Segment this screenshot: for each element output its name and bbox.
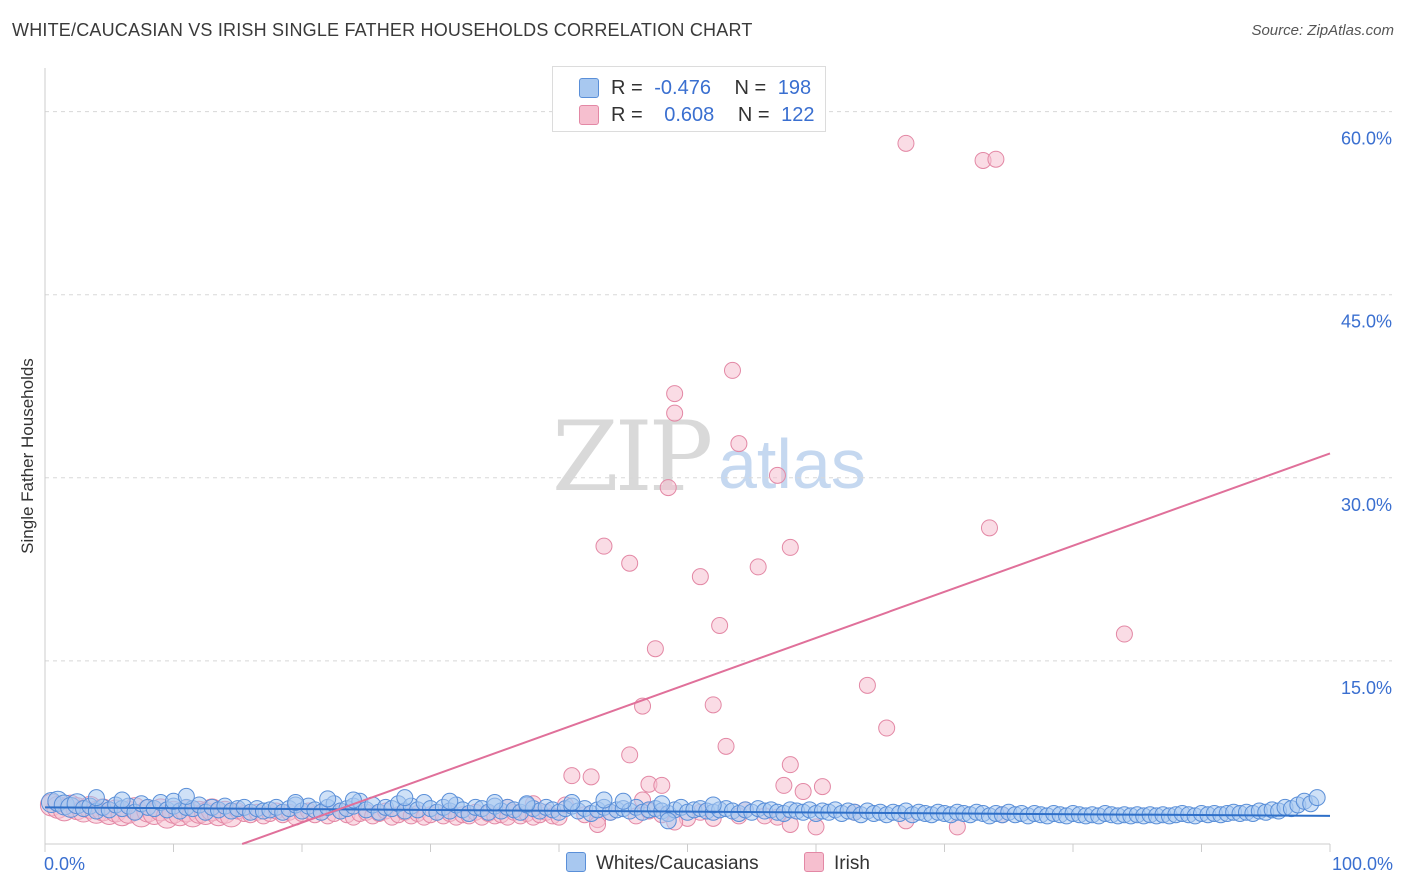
white-point [704, 796, 722, 814]
irish-point [858, 676, 876, 694]
bottom-legend-white: Whites/Caucasians [566, 852, 759, 875]
watermark-zip-text: ZIP [552, 401, 711, 513]
bottom-legend-white-label: Whites/Caucasians [596, 853, 759, 874]
white-swatch [566, 852, 586, 872]
white-point [287, 793, 305, 811]
irish-point [717, 737, 735, 755]
irish-point [749, 558, 767, 576]
trendlines [44, 452, 1331, 845]
n-value-white: 198 [777, 77, 812, 99]
r-label: R = [611, 104, 643, 126]
irish-point [691, 568, 709, 586]
irish-point [794, 783, 812, 801]
irish-point [711, 617, 729, 635]
white-point [441, 792, 459, 810]
irish-trendline [241, 452, 1331, 845]
irish-point [595, 537, 613, 555]
white-point [87, 789, 105, 807]
irish-point [775, 776, 793, 794]
chart-title: WHITE/CAUCASIAN VS IRISH SINGLE FATHER H… [12, 20, 753, 40]
white-point [653, 795, 671, 813]
stats-legend: R = -0.476 N = 198 R = 0.608 N = 122 [552, 66, 826, 132]
irish-point [646, 640, 664, 658]
x-tick-label: 100.0% [1332, 854, 1393, 874]
white-point [518, 795, 536, 813]
white-point [614, 792, 632, 810]
irish-point [878, 719, 896, 737]
n-label: N = [734, 77, 767, 99]
irish-point [987, 150, 1005, 168]
irish-point [781, 538, 799, 556]
irish-swatch [804, 852, 824, 872]
y-tick-label: 15.0% [1341, 678, 1392, 698]
irish-point [980, 519, 998, 537]
irish-point [582, 768, 600, 786]
irish-point [563, 767, 581, 785]
white-point [344, 791, 362, 809]
irish-point [781, 756, 799, 774]
tick-labels: 15.0% 30.0% 45.0% 60.0% 0.0% 100.0% [44, 129, 1393, 874]
n-label: N = [737, 104, 770, 126]
white-point [177, 787, 195, 805]
irish-point [897, 134, 915, 152]
x-tick-label: 0.0% [44, 854, 85, 874]
irish-point [1115, 625, 1133, 643]
irish-point [659, 479, 677, 497]
n-value-irish: 122 [781, 104, 815, 126]
r-value-white: -0.476 [654, 77, 711, 99]
white-point [396, 789, 414, 807]
watermark: ZIP atlas [552, 401, 866, 513]
irish-point [621, 554, 639, 572]
white-point [319, 790, 337, 808]
white-point [659, 812, 677, 830]
irish-point [621, 746, 639, 764]
irish-point [704, 696, 722, 714]
irish-point [723, 361, 741, 379]
irish-point [730, 435, 748, 453]
white-points [40, 787, 1326, 830]
irish-point [666, 404, 684, 422]
bottom-legend-irish-label: Irish [834, 853, 870, 874]
r-value-irish: 0.608 [664, 104, 715, 126]
white-point [595, 791, 613, 809]
axes [44, 68, 1331, 852]
y-tick-label: 60.0% [1341, 129, 1392, 149]
r-label: R = [611, 77, 643, 99]
gridlines [45, 111, 1392, 662]
y-tick-label: 30.0% [1341, 495, 1392, 515]
white-point [1308, 789, 1326, 807]
irish-point [813, 778, 831, 796]
irish-point [653, 776, 671, 794]
white-trendline [44, 806, 1331, 817]
white-swatch [579, 78, 599, 98]
white-point [113, 791, 131, 809]
irish-swatch [579, 105, 599, 125]
bottom-legend-irish: Irish [804, 852, 870, 875]
irish-point [666, 385, 684, 403]
white-point [563, 793, 581, 811]
irish-point [768, 466, 786, 484]
source-credit: Source: ZipAtlas.com [1251, 22, 1394, 39]
y-tick-label: 45.0% [1341, 312, 1392, 332]
white-point [486, 793, 504, 811]
